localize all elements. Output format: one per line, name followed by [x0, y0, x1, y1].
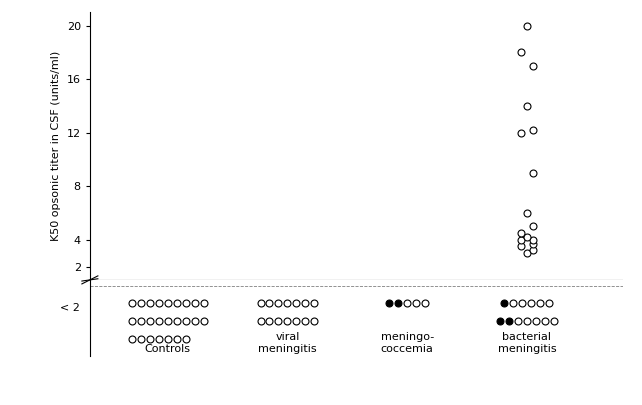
Text: < 2: < 2 [60, 303, 80, 313]
Y-axis label: K50 opsonic titer in CSF (units/ml): K50 opsonic titer in CSF (units/ml) [51, 51, 61, 241]
Text: bacterial
meningitis: bacterial meningitis [498, 332, 556, 354]
Text: Controls: Controls [144, 343, 191, 354]
Text: viral
meningitis: viral meningitis [258, 332, 317, 354]
Text: meningo-
coccemia: meningo- coccemia [381, 332, 434, 354]
